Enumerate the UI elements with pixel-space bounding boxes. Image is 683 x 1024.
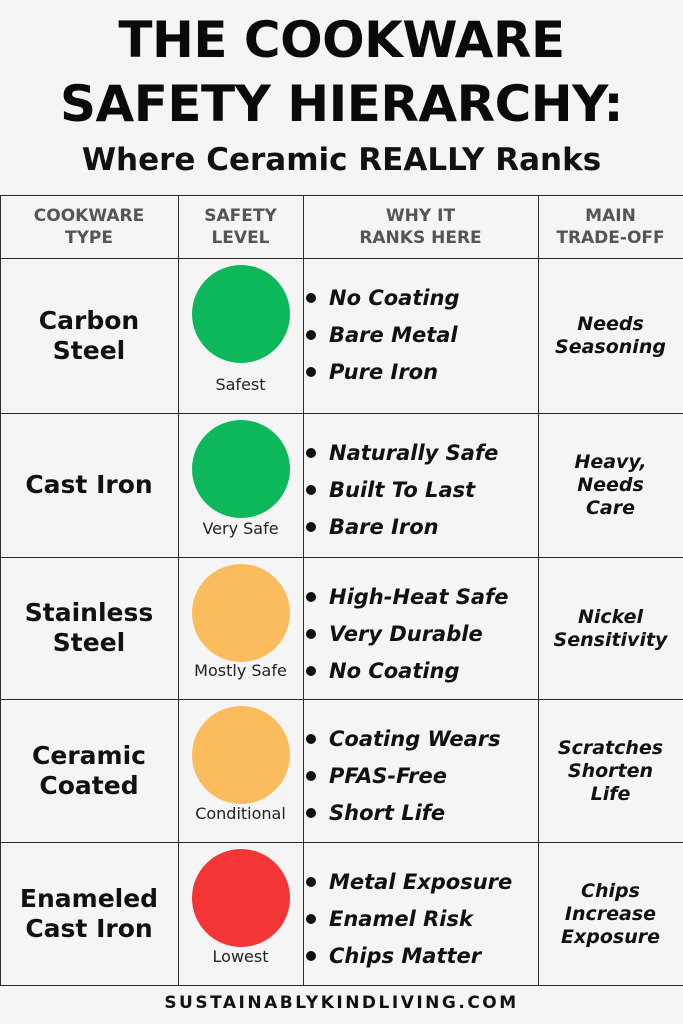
reason: Coating Wears (329, 727, 501, 751)
bullet (306, 914, 316, 924)
reason: Bare Metal (329, 323, 458, 347)
bullet (306, 592, 316, 602)
reason: Short Life (329, 801, 446, 825)
cookware-type: Cast Iron (25, 470, 153, 499)
trade-off: Needs (577, 313, 644, 335)
cookware-type: Enameled (19, 883, 159, 913)
trade-off: Seasoning (555, 336, 666, 358)
bullet (306, 522, 316, 532)
trade-off: Increase (564, 902, 657, 925)
table-cell (538, 842, 683, 986)
column-header: WHY IT (385, 206, 456, 226)
safety-indicator (191, 265, 290, 363)
trade-off: Sensitivity (553, 628, 668, 651)
safety-level: Conditional (195, 804, 286, 823)
column-header: MAIN (585, 206, 636, 226)
trade-off: Needs (577, 474, 644, 496)
column-header: RANKS HERE (359, 228, 482, 248)
bullet (306, 330, 316, 340)
reason: No Coating (329, 659, 460, 683)
bullet (306, 367, 316, 377)
trade-off: Heavy, (574, 451, 647, 473)
bullet (306, 448, 316, 458)
bullet (306, 951, 316, 961)
footer: SUSTAINABLYKINDLIVING.COM (164, 993, 519, 1013)
safety-level: Safest (215, 375, 266, 394)
reason: Metal Exposure (329, 870, 513, 894)
cookware-type: Cast Iron (25, 913, 153, 943)
reason: Chips Matter (329, 944, 482, 968)
trade-off: Chips (581, 879, 640, 902)
reason: Built To Last (329, 478, 476, 502)
column-header: TRADE-OFF (556, 228, 665, 248)
reason: High-Heat Safe (329, 585, 509, 609)
title-line: THE COOKWARE (118, 11, 565, 69)
trade-off: Exposure (561, 925, 660, 948)
bullet (306, 877, 316, 887)
reason: Enamel Risk (329, 907, 473, 931)
reason: Naturally Safe (329, 441, 499, 465)
cookware-type: Carbon (38, 305, 140, 335)
cookware-type: Steel (52, 628, 126, 657)
title-line: SAFETY HIERARCHY: (60, 75, 623, 133)
bullet (306, 485, 316, 495)
bullet (306, 734, 316, 744)
bullet (306, 293, 316, 303)
safety-indicator (191, 564, 290, 662)
column-header: TYPE (65, 228, 113, 248)
bullet (306, 771, 316, 781)
cookware-type: Stainless (24, 598, 154, 627)
subtitle: Where Ceramic REALLY Ranks (81, 142, 602, 178)
cookware-type: Coated (39, 770, 139, 800)
safety-indicator (191, 849, 290, 947)
trade-off: Nickel (577, 605, 644, 628)
reason: No Coating (329, 286, 460, 310)
reason: PFAS-Free (329, 764, 448, 788)
trade-off: Scratches (557, 736, 664, 759)
safety-level: Very Safe (202, 519, 279, 538)
bullet (306, 808, 316, 818)
column-header: COOKWARE (33, 206, 145, 226)
reason: Bare Iron (329, 515, 439, 539)
column-header: SAFETY (204, 206, 277, 226)
safety-level: Mostly Safe (194, 661, 287, 680)
safety-indicator (191, 420, 290, 518)
safety-indicator (191, 706, 290, 804)
cookware-type: Steel (52, 335, 126, 365)
bullet (306, 666, 316, 676)
bullet (306, 629, 316, 639)
trade-off: Life (590, 782, 631, 805)
trade-off: Shorten (567, 759, 654, 782)
column-header: LEVEL (211, 228, 270, 248)
reason: Pure Iron (329, 360, 439, 384)
safety-level: Lowest (212, 947, 269, 966)
trade-off: Care (585, 497, 636, 519)
reason: Very Durable (329, 622, 483, 646)
cookware-type: Ceramic (32, 740, 146, 770)
